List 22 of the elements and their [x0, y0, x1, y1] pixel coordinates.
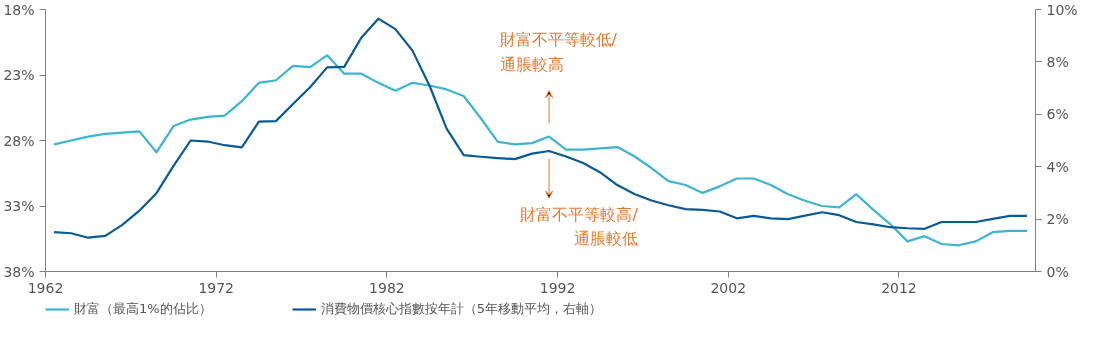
x-tick-label: 1992 [539, 279, 576, 296]
x-tick-label: 1982 [369, 279, 405, 296]
y2-tick-label: 4% [1046, 158, 1069, 175]
y2-tick-label: 8% [1046, 53, 1069, 70]
y2-tick-label: 6% [1046, 106, 1069, 123]
x-tick-label: 1962 [27, 279, 64, 296]
x-tick-label: 1972 [198, 279, 235, 296]
y-tick-label: 33% [3, 198, 35, 214]
y-tick-label: 28% [3, 132, 35, 149]
annotation: 財富不平等較低/ 通脹較高 [499, 30, 618, 75]
line-series [52, 54, 1029, 247]
x-tick-label: 2012 [881, 279, 917, 296]
y-tick-label: 18% [3, 1, 35, 18]
legend-label: 財富（最高1%的佔比） [74, 300, 212, 318]
y2-tick-label: 10% [1046, 1, 1078, 18]
annotation: 財富不平等較高/ 通脹較低 [520, 204, 639, 249]
x-tick-label: 2002 [710, 279, 747, 296]
y-tick-label: 38% [3, 263, 35, 280]
y2-tick-label: 0% [1046, 263, 1069, 280]
y2-tick-label: 2% [1046, 211, 1069, 228]
y-tick-label: 23% [3, 67, 35, 83]
legend-label: 消費物價核心指數按年計（5年移動平均，右軸） [320, 300, 602, 318]
